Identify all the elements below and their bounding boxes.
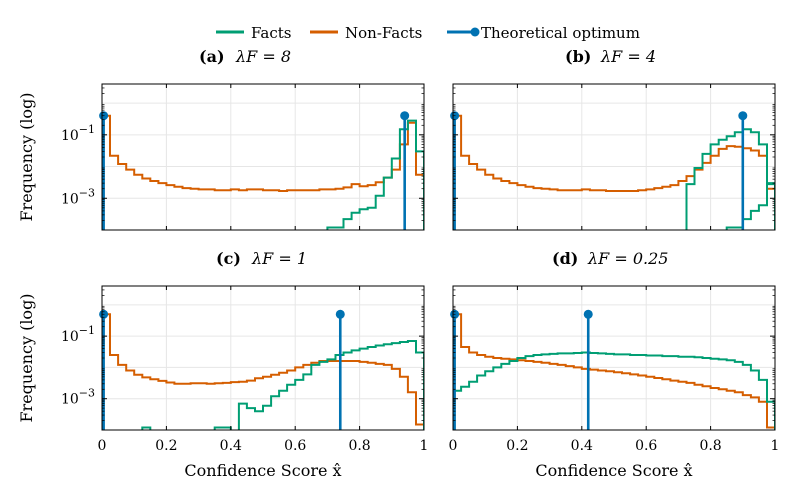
panel-d-xtick-label: 0.8 [699, 438, 721, 454]
panel-d-xtick-label: 1 [771, 438, 780, 454]
panel-b-facts-histogram [725, 183, 775, 230]
panel-c-xtick-label: 0.8 [348, 438, 370, 454]
panel-d-title-letter: (d) [552, 249, 578, 268]
panel-a-facts-histogram [326, 119, 424, 230]
panel-b-nonfacts-histogram [453, 114, 775, 230]
legend: Facts Non-Facts Theoretical optimum [216, 24, 640, 42]
panel-c-xtick-label: 0.4 [220, 438, 242, 454]
panel-c-optimum-marker [335, 309, 345, 319]
panel-d-optimum-marker [583, 309, 593, 319]
panel-c-nonfacts-histogram [102, 313, 424, 430]
panel-a-title-param: λF = 8 [235, 47, 291, 66]
legend-optimum-label: Theoretical optimum [481, 24, 640, 42]
panel-d-xtick-label: 0 [449, 438, 458, 454]
legend-optimum-marker [470, 27, 480, 37]
panel-d-nonfacts-histogram [453, 313, 775, 430]
panel-b-facts-histogram-high [685, 128, 775, 230]
panel-d-facts-histogram [453, 351, 775, 430]
panel-c-xtick-label: 0.2 [155, 438, 177, 454]
y-axis-label-top: Frequency (log) [17, 92, 36, 221]
x-axis-label-right: Confidence Score x̂ [535, 461, 692, 480]
legend-nonfacts-label: Non-Facts [345, 24, 422, 42]
panel-b-frame [452, 83, 776, 231]
panel-b-title-param: λF = 4 [600, 47, 656, 66]
panel-a-title-letter: (a) [199, 47, 225, 66]
panel-c-xtick-label: 1 [420, 438, 429, 454]
panel-a-nonfacts-histogram [102, 114, 424, 230]
panel-a-ytick-label: 10−3 [61, 186, 95, 207]
x-axis-label-left: Confidence Score x̂ [184, 461, 341, 480]
panel-b-title-letter: (b) [565, 47, 591, 66]
panel-a-ytick-label: 10−1 [61, 123, 95, 144]
panel-d-title-param: λF = 0.25 [587, 249, 668, 268]
panel-c-xtick-label: 0 [98, 438, 107, 454]
panel-c-ytick-label: 10−3 [61, 387, 95, 408]
panel-b-optimum-marker [738, 111, 748, 121]
panel-d-xtick-label: 0.4 [571, 438, 593, 454]
panel-c-xtick-label: 0.6 [284, 438, 306, 454]
panel-a [99, 83, 425, 231]
panel-d-xtick-label: 0.6 [635, 438, 657, 454]
panel-d [450, 285, 776, 431]
panel-c-title-param: λF = 1 [251, 249, 307, 268]
panel-c-ytick-label: 10−1 [61, 324, 95, 345]
legend-facts-label: Facts [251, 24, 291, 42]
panel-c-facts-histogram [141, 340, 424, 430]
panel-d-xtick-label: 0.2 [506, 438, 528, 454]
panel-a-optimum-marker [400, 111, 410, 121]
panel-c [99, 285, 425, 431]
panel-b [450, 83, 776, 231]
y-axis-label-bottom: Frequency (log) [17, 293, 36, 422]
panel-c-title-letter: (c) [216, 249, 241, 268]
